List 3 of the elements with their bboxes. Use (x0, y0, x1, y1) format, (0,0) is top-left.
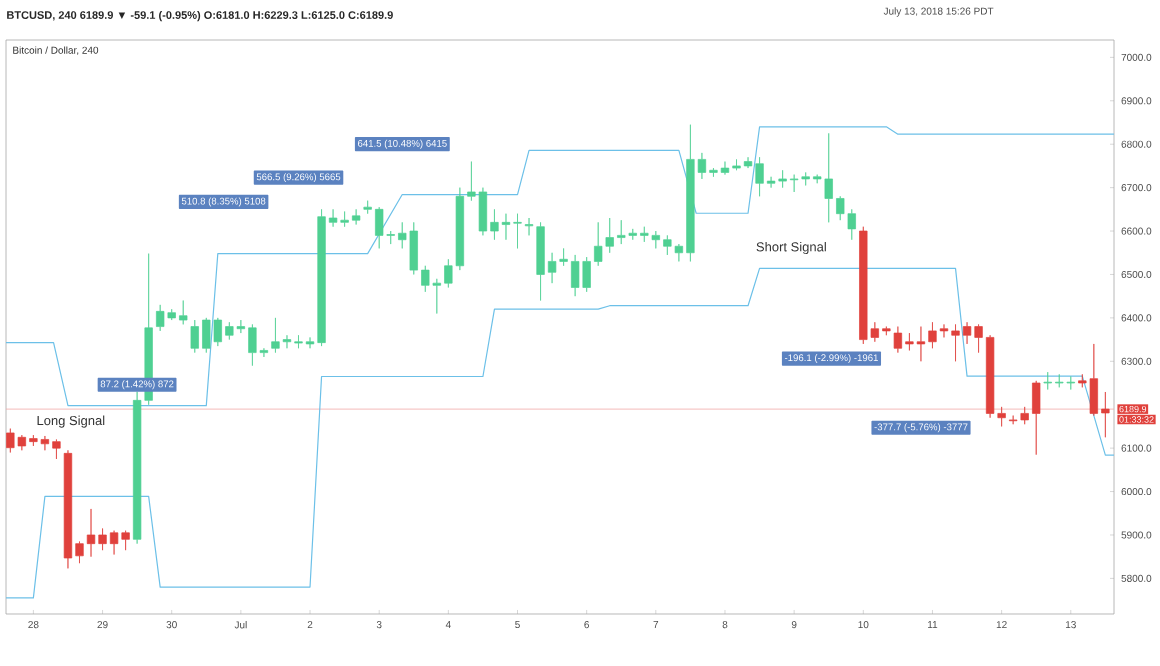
line-series (5, 267, 1115, 599)
line-series (5, 126, 1115, 407)
candlestick (524, 217, 534, 236)
